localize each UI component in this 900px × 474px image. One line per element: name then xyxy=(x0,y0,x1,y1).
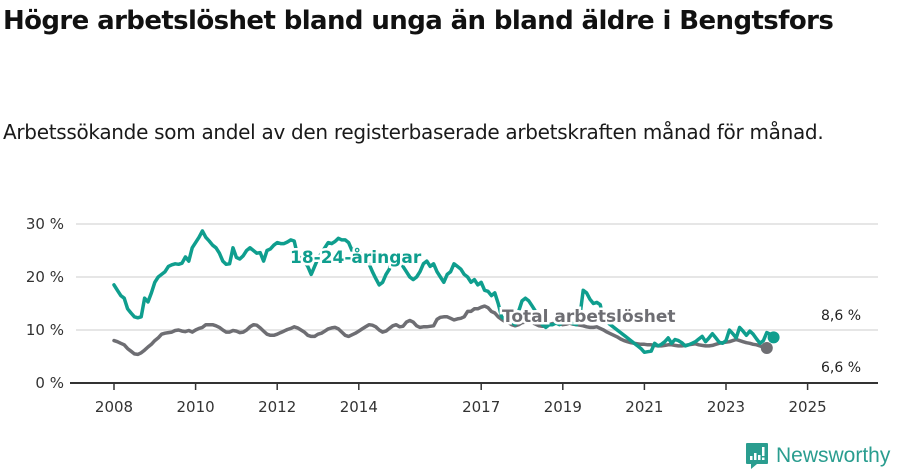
chart-subtitle: Arbetssökande som andel av den registerb… xyxy=(3,120,824,144)
x-tick-2008: 2008 xyxy=(95,398,133,416)
bar-chart-speech-bubble-icon xyxy=(746,443,768,469)
series-label-young: 18-24-åringar xyxy=(290,246,422,268)
end-label-total: 6,6 % xyxy=(821,360,861,376)
x-tick-2025: 2025 xyxy=(789,398,827,416)
x-axis-ticks: 2008 2010 2012 2014 2017 2019 2021 2023 2025 xyxy=(95,383,827,416)
y-tick-30: 30 % xyxy=(26,215,64,233)
x-tick-2019: 2019 xyxy=(544,398,582,416)
y-tick-10: 10 % xyxy=(26,321,64,339)
series-young xyxy=(112,229,780,355)
y-tick-20: 20 % xyxy=(26,268,64,286)
x-tick-2021: 2021 xyxy=(625,398,663,416)
y-axis-labels: 30 % 20 % 10 % 0 % xyxy=(26,215,64,392)
total-end-marker xyxy=(760,342,773,355)
x-tick-2012: 2012 xyxy=(258,398,296,416)
y-tick-0: 0 % xyxy=(35,374,64,392)
newsworthy-logo: Newsworthy xyxy=(745,442,890,470)
x-tick-2023: 2023 xyxy=(707,398,745,416)
series-label-total: Total arbetslöshet xyxy=(502,307,676,327)
end-label-young: 8,6 % xyxy=(821,308,861,324)
x-tick-2017: 2017 xyxy=(462,398,500,416)
brand-name: Newsworthy xyxy=(776,444,891,467)
x-tick-2010: 2010 xyxy=(177,398,215,416)
young-end-marker xyxy=(767,331,780,344)
x-tick-2014: 2014 xyxy=(340,398,378,416)
chart-title: Högre arbetslöshet bland unga än bland ä… xyxy=(3,6,834,36)
